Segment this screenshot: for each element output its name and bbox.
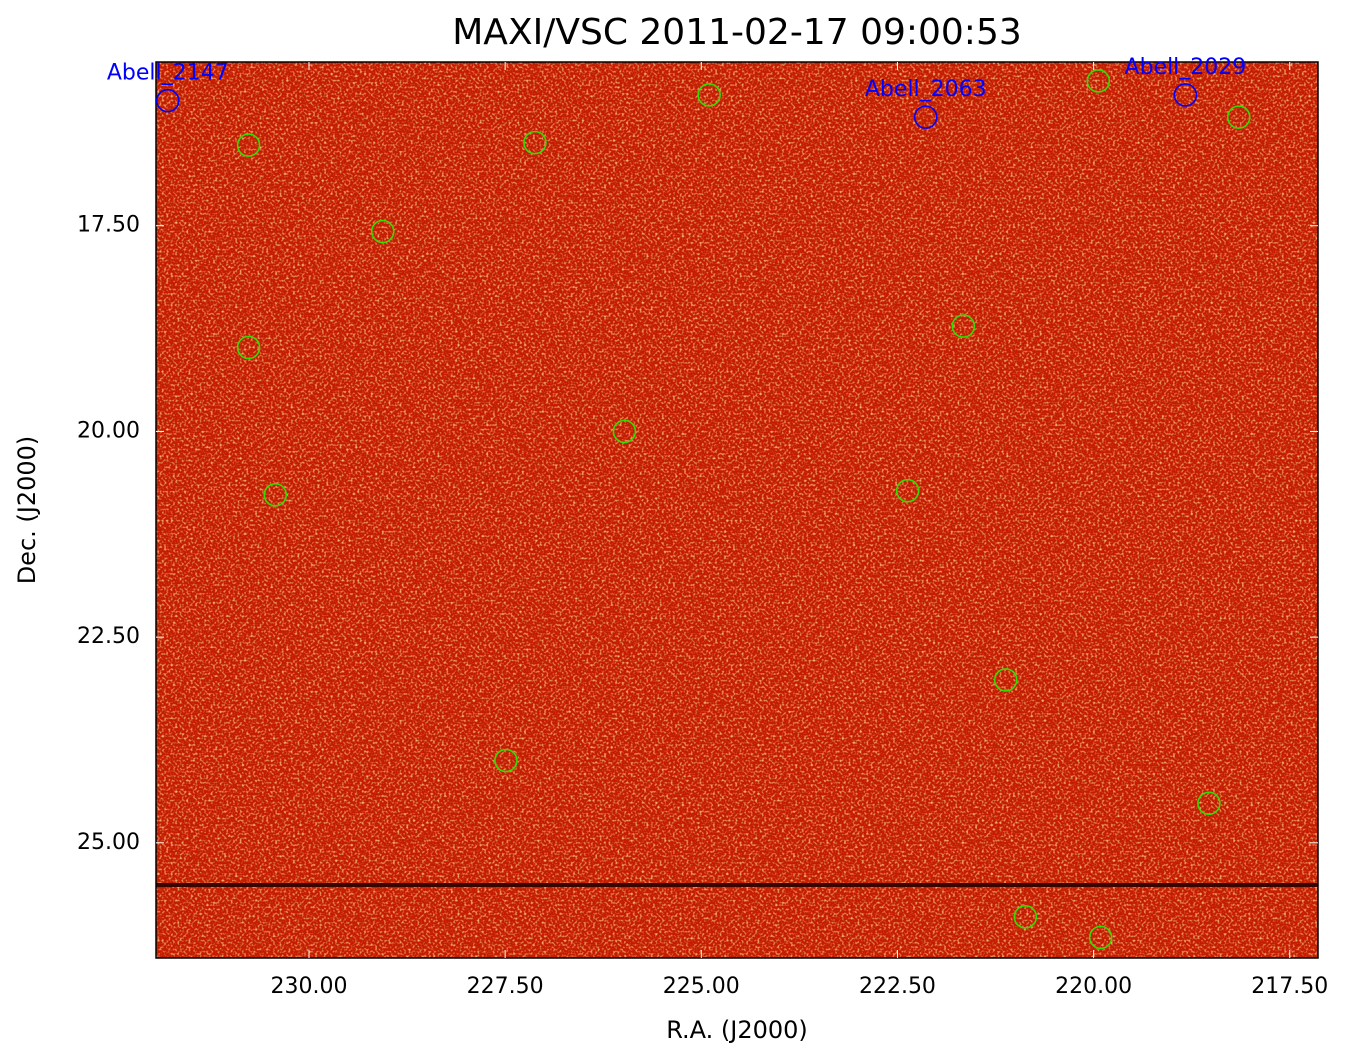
source-marker — [236, 133, 261, 157]
image — [156, 62, 1318, 958]
x-tick-label: 222.50 — [859, 974, 936, 999]
y-tick-label: 20.00 — [77, 418, 140, 443]
source-marker — [236, 335, 261, 360]
source-marker — [370, 219, 395, 244]
source-label: Abell_2063 — [865, 77, 987, 102]
source-marker — [523, 130, 547, 155]
y-axis-label: Dec. (J2000) — [13, 436, 41, 585]
source-marker — [1013, 905, 1038, 929]
source-marker — [895, 478, 920, 503]
chart-title: MAXI/VSC 2011-02-17 09:00:53 — [452, 12, 1022, 53]
x-tick-label: 225.00 — [663, 974, 740, 999]
source-marker — [913, 105, 938, 129]
source-marker — [697, 83, 721, 107]
plot-frame — [155, 61, 1319, 959]
source-label: Abell_2147 — [107, 61, 229, 86]
source-marker — [1197, 791, 1221, 816]
x-tick-label: 217.50 — [1251, 974, 1328, 999]
x-tick-label: 227.50 — [467, 974, 544, 999]
source-marker — [993, 668, 1018, 692]
source-marker — [263, 482, 288, 507]
source-marker — [1173, 83, 1198, 107]
source-marker — [612, 419, 637, 444]
source-label: Abell_2029 — [1125, 55, 1247, 80]
y-tick-label: 25.00 — [77, 830, 140, 855]
source-marker — [1088, 925, 1113, 950]
y-tick-label: 22.50 — [77, 624, 140, 649]
source-marker — [155, 88, 180, 113]
source-marker — [1226, 105, 1251, 129]
x-tick-label: 230.00 — [271, 974, 348, 999]
x-tick-label: 220.00 — [1055, 974, 1132, 999]
source-marker — [951, 314, 976, 338]
y-tick-label: 17.50 — [77, 213, 140, 238]
source-marker — [1086, 69, 1111, 93]
source-marker — [494, 748, 518, 773]
x-axis-label: R.A. (J2000) — [666, 1016, 808, 1044]
